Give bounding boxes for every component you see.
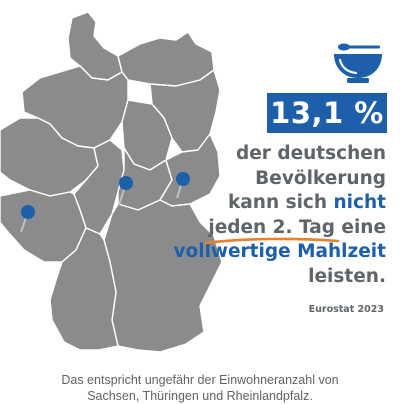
headline-line-6: leisten.: [308, 265, 386, 287]
headline-line-3: kann sich nicht: [126, 191, 386, 216]
headline-line-5: vollwertige Mahlzeit: [173, 241, 386, 262]
headline-emphasis-nicht: nicht: [333, 192, 387, 213]
source-label: Eurostat 2023: [308, 304, 384, 315]
map-pin-icon: [176, 172, 190, 199]
headline: der deutschen Bevölkerung kann sich nich…: [126, 142, 386, 289]
bowl-with-spoon-icon: [334, 43, 382, 83]
state-baden-wuerttemberg: [49, 227, 119, 351]
headline-text: eine: [334, 216, 386, 238]
underlined-phrase: jeden 2. Tag: [204, 216, 340, 245]
state-mecklenburg-vorpommern: [117, 31, 215, 87]
map-pins: [20, 172, 190, 233]
state-rheinland-pfalz: [0, 189, 87, 263]
stat-badge: 13,1 %: [267, 93, 387, 133]
headline-line-4: jeden 2. Tag eine: [126, 216, 386, 245]
map-pin-icon: [118, 176, 133, 206]
footer-caption: Das entspricht ungefähr der Einwohneranz…: [0, 372, 400, 404]
stat-value: 13,1 %: [270, 96, 384, 130]
headline-text: kann sich: [228, 192, 334, 213]
map-pin-icon: [20, 205, 35, 233]
headline-text: jeden 2. Tag: [208, 216, 335, 238]
headline-line-2: Bevölkerung: [255, 167, 386, 189]
underline-swoosh-icon: [204, 237, 340, 245]
footer-line-1: Das entspricht ungefähr der Einwohneranz…: [61, 373, 339, 387]
footer-line-2: Sachsen, Thüringen und Rheinlandpfalz.: [87, 389, 313, 403]
headline-line-1: der deutschen: [235, 143, 386, 164]
state-sachsen: [159, 133, 221, 207]
